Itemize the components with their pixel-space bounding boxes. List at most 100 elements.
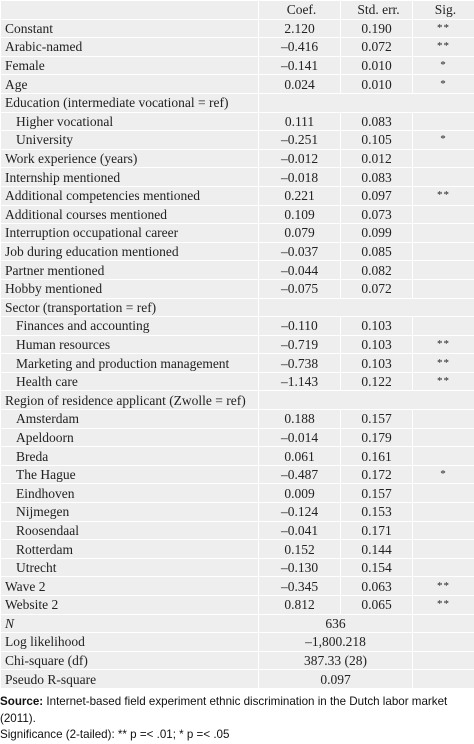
row-label: Health care — [1, 372, 259, 391]
row-label: Interruption occupational career — [1, 224, 259, 243]
stat-row: Log likelihood–1,800.218 — [1, 633, 474, 652]
row-label: Hobby mentioned — [1, 279, 259, 298]
stat-label: Chi-square (df) — [1, 651, 259, 670]
stat-value: –1,800.218 — [259, 633, 413, 652]
coef-cell: –0.141 — [259, 56, 341, 75]
sig-cell — [413, 484, 474, 503]
stat-value: 387.33 (28) — [259, 651, 413, 670]
sig-cell: ** — [413, 596, 474, 615]
coef-cell: –0.251 — [259, 131, 341, 150]
se-cell: 0.085 — [341, 242, 413, 261]
sig-cell — [413, 149, 474, 168]
row-label: Education (intermediate vocational = ref… — [1, 93, 259, 112]
stat-label: Pseudo R-square — [1, 670, 259, 689]
stat-label: Log likelihood — [1, 633, 259, 652]
sig-cell — [413, 540, 474, 559]
se-cell: 0.103 — [341, 335, 413, 354]
coef-cell: 0.111 — [259, 112, 341, 131]
sig-cell: ** — [413, 38, 474, 57]
se-cell: 0.010 — [341, 56, 413, 75]
sig-cell — [413, 447, 474, 466]
se-cell: 0.083 — [341, 168, 413, 187]
se-cell: 0.097 — [341, 186, 413, 205]
se-cell: 0.103 — [341, 317, 413, 336]
empty-cell — [259, 391, 474, 410]
empty-cell — [413, 670, 474, 689]
sig-cell — [413, 205, 474, 224]
significance-line: Significance (2-tailed): ** p =< .01; * … — [0, 727, 474, 744]
coef-cell: –0.487 — [259, 465, 341, 484]
coef-cell: 2.120 — [259, 19, 341, 38]
row-label: Wave 2 — [1, 577, 259, 596]
empty-cell — [413, 633, 474, 652]
row-label: Amsterdam — [1, 410, 259, 429]
sig-cell — [413, 503, 474, 522]
row-label: Marketing and production management — [1, 354, 259, 373]
sig-cell — [413, 242, 474, 261]
table-row: Marketing and production management–0.73… — [1, 354, 474, 373]
se-cell: 0.072 — [341, 38, 413, 57]
sig-cell: ** — [413, 335, 474, 354]
sig-cell — [413, 317, 474, 336]
sig-cell — [413, 558, 474, 577]
sig-cell — [413, 428, 474, 447]
row-label: Human resources — [1, 335, 259, 354]
coef-cell: –0.018 — [259, 168, 341, 187]
row-label: Job during education mentioned — [1, 242, 259, 261]
se-cell: 0.083 — [341, 112, 413, 131]
sig-cell — [413, 261, 474, 280]
row-label: Roosendaal — [1, 521, 259, 540]
row-label: Breda — [1, 447, 259, 466]
row-label: Eindhoven — [1, 484, 259, 503]
header-row: Coef. Std. err. Sig. — [1, 1, 474, 20]
row-label: Internship mentioned — [1, 168, 259, 187]
se-cell: 0.103 — [341, 354, 413, 373]
se-cell: 0.161 — [341, 447, 413, 466]
coef-cell: –0.075 — [259, 279, 341, 298]
se-cell: 0.082 — [341, 261, 413, 280]
se-cell: 0.157 — [341, 484, 413, 503]
header-cell: Std. err. — [341, 1, 413, 20]
table-row: Education (intermediate vocational = ref… — [1, 93, 474, 112]
coef-cell: –0.012 — [259, 149, 341, 168]
se-cell: 0.012 — [341, 149, 413, 168]
se-cell: 0.010 — [341, 75, 413, 94]
coef-cell: 0.221 — [259, 186, 341, 205]
se-cell: 0.179 — [341, 428, 413, 447]
row-label: Partner mentioned — [1, 261, 259, 280]
row-label: Age — [1, 75, 259, 94]
empty-cell — [413, 651, 474, 670]
coef-cell: 0.009 — [259, 484, 341, 503]
row-label: Additional competencies mentioned — [1, 186, 259, 205]
stat-value: 0.097 — [259, 670, 413, 689]
sig-cell: ** — [413, 372, 474, 391]
row-label: Sector (transportation = ref) — [1, 298, 259, 317]
row-label: Arabic-named — [1, 38, 259, 57]
source-line: Source: Internet-based field experiment … — [0, 694, 474, 727]
coef-cell: –0.110 — [259, 317, 341, 336]
se-cell: 0.072 — [341, 279, 413, 298]
coef-cell: –0.719 — [259, 335, 341, 354]
row-label: Female — [1, 56, 259, 75]
row-label: University — [1, 131, 259, 150]
sig-cell — [413, 279, 474, 298]
coef-cell: –0.037 — [259, 242, 341, 261]
coef-cell: 0.188 — [259, 410, 341, 429]
table-row: Region of residence applicant (Zwolle = … — [1, 391, 474, 410]
coef-cell: 0.152 — [259, 540, 341, 559]
stat-label: N — [1, 614, 259, 633]
